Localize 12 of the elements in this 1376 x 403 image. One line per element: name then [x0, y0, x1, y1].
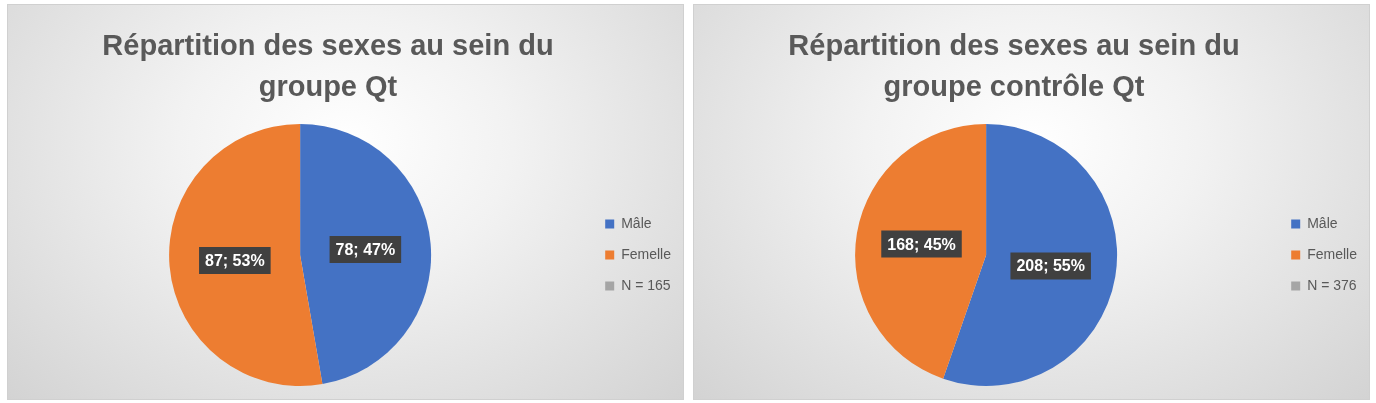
legend-label: N = 376	[1307, 276, 1357, 293]
legend-label: N = 165	[621, 276, 671, 293]
legend-label: Femelle	[1307, 245, 1358, 262]
chart-title: Répartition des sexes au sein du groupe Qt	[101, 28, 555, 104]
data-label: 78; 47%	[335, 240, 396, 258]
legend-label: Femelle	[621, 245, 672, 262]
data-label: 208; 55%	[1016, 257, 1085, 275]
legend-label: Mâle	[621, 214, 652, 231]
data-label: 87; 53%	[205, 252, 265, 270]
chart-title: Répartition des sexes au sein du groupe contrôle Qt	[787, 28, 1241, 104]
data-label: 168; 45%	[887, 235, 956, 253]
legend-label: Mâle	[1307, 214, 1338, 231]
